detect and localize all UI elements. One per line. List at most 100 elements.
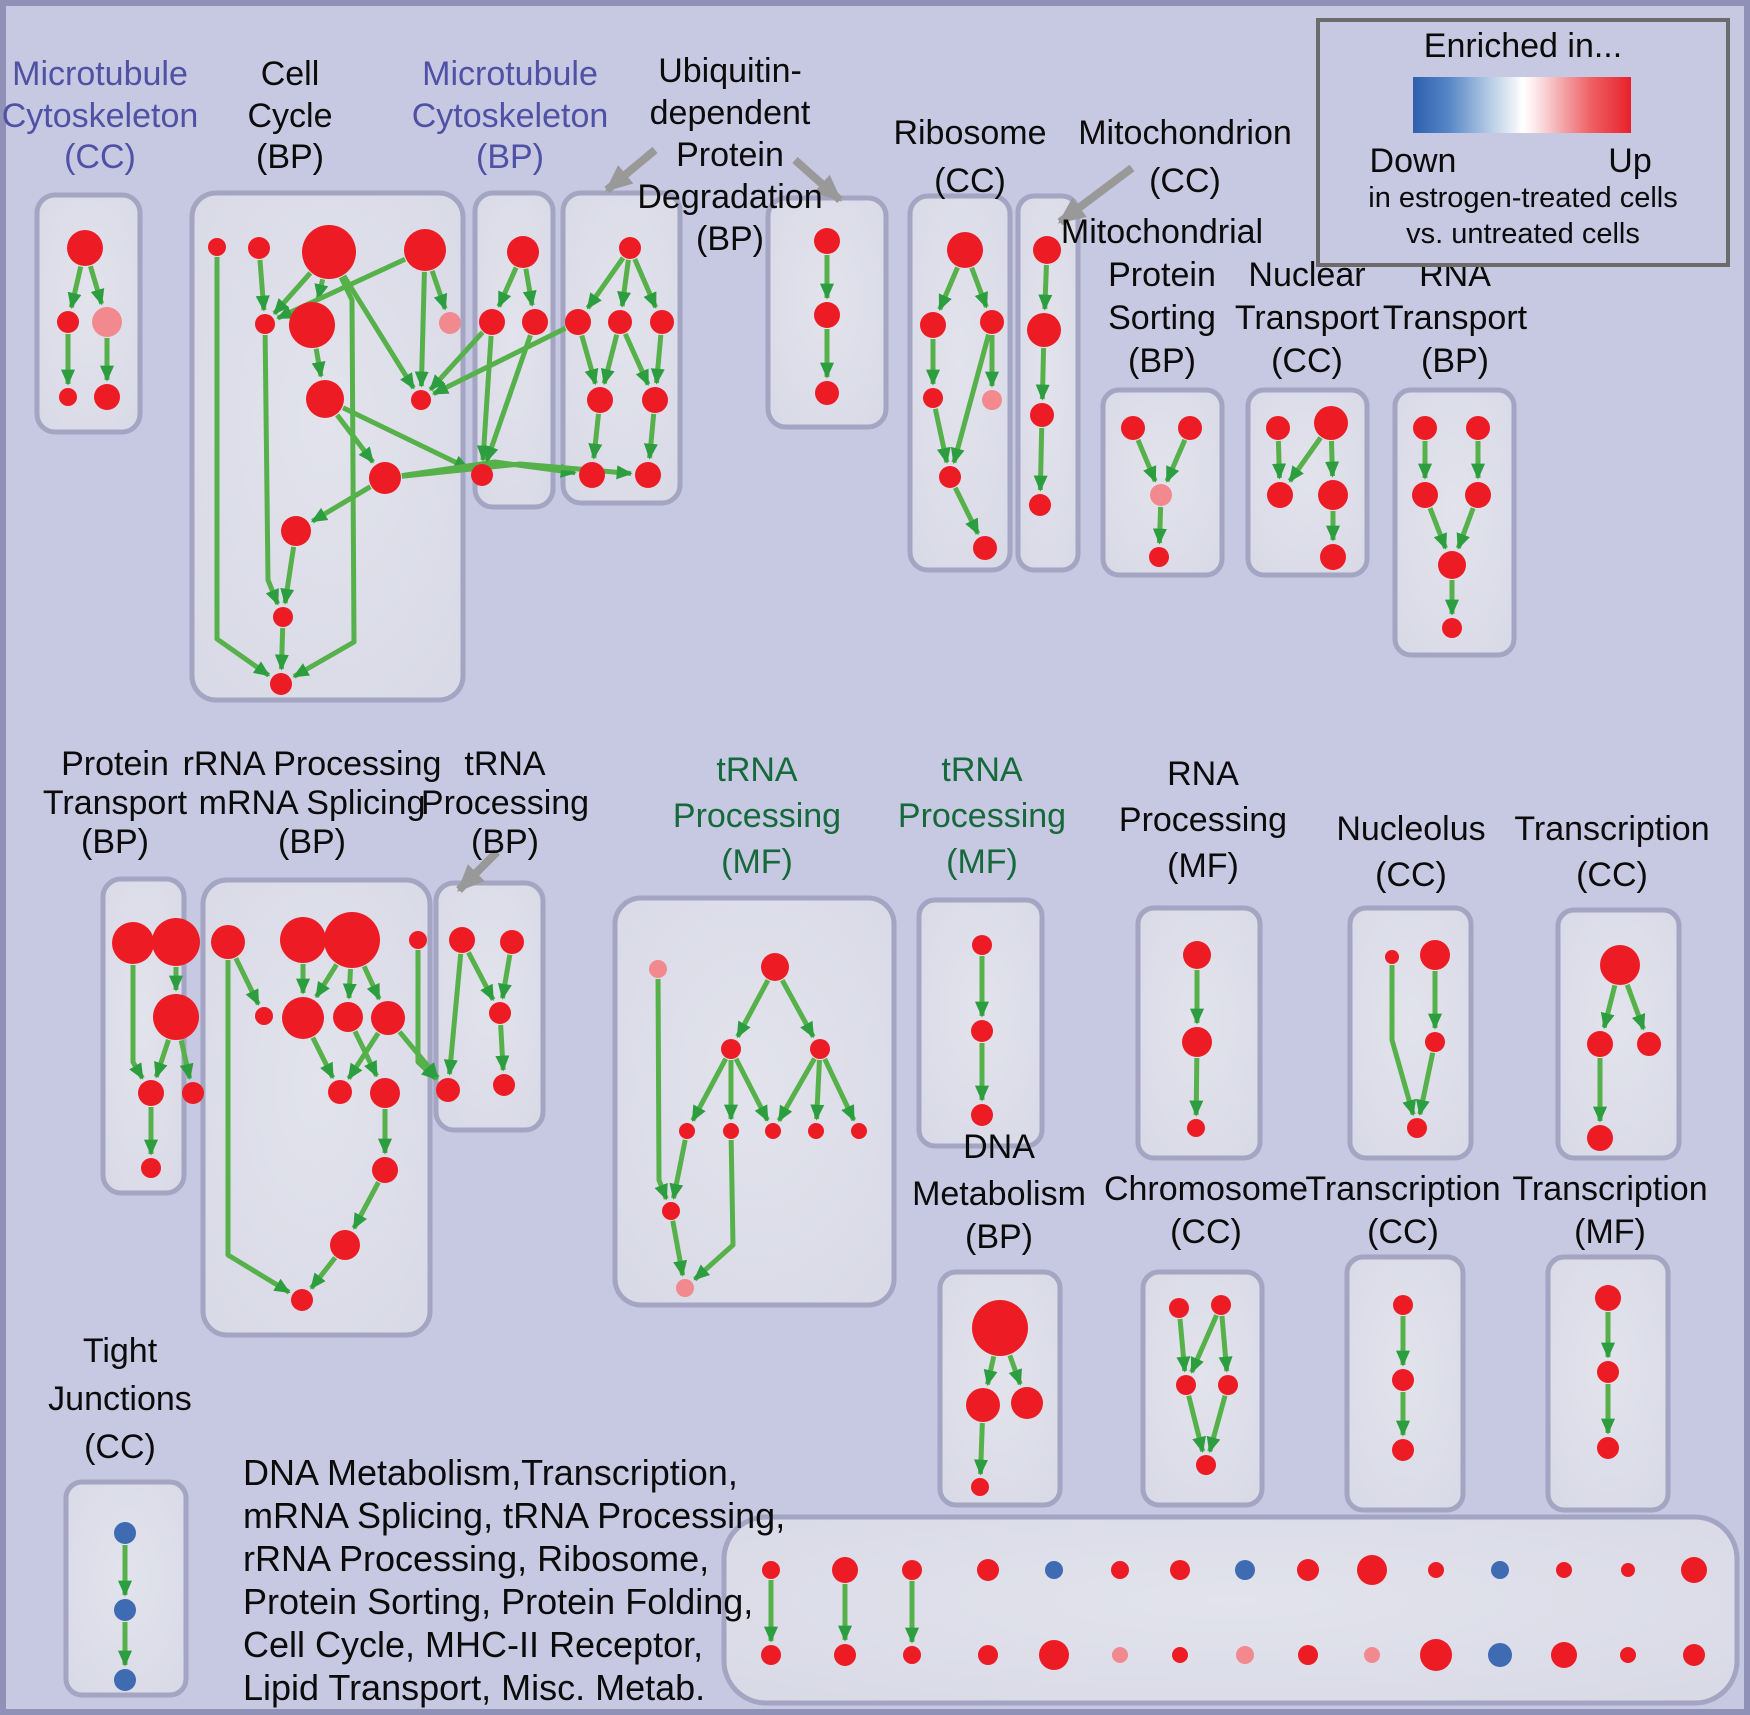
- go-term-node-tb1: [449, 927, 475, 953]
- go-term-node-rt1: [1413, 416, 1437, 440]
- edge-ua2-ua5: [579, 334, 599, 386]
- go-term-node-cc12: [273, 607, 293, 627]
- edge-ms1-ms3: [1135, 439, 1158, 483]
- edge-ms2-ms3: [1164, 438, 1188, 483]
- group-box-microtubule-bp: [472, 190, 556, 510]
- go-term-node-rr_f1: [291, 1289, 313, 1311]
- bottom-panel-node-bottom-6: [1172, 1647, 1188, 1663]
- label-dna-metabolism-line-1: Metabolism: [912, 1175, 1086, 1213]
- go-term-node-ua2: [565, 309, 591, 335]
- edge-nt2-nt3: [1287, 436, 1323, 483]
- go-term-node-cc1: [208, 238, 226, 256]
- go-term-node-pt6: [141, 1158, 161, 1178]
- go-term-node-rr_b0: [255, 1007, 273, 1025]
- edge-rr_a1-rr_b0: [233, 957, 261, 1006]
- edge-rr_a3-rr_b1: [314, 963, 339, 999]
- label-ribosome-line-1: (CC): [934, 162, 1006, 200]
- bottom-panel-node-top-1: [832, 1557, 858, 1583]
- go-term-node-nl2: [1420, 940, 1450, 970]
- edge-cc11-cc12: [280, 546, 297, 605]
- edge-tm5-tm10: [669, 1139, 688, 1200]
- go-term-node-tmf1: [1595, 1285, 1621, 1311]
- label-dna-metabolism-line-2: (BP): [965, 1218, 1033, 1256]
- label-transcription-cc-upper-line-1: (CC): [1576, 856, 1648, 894]
- legend-gradient-bar: [1413, 77, 1631, 133]
- go-term-node-mtc4: [59, 388, 77, 406]
- edge-dm1-dm3: [1007, 1354, 1023, 1386]
- go-term-node-nt1: [1266, 416, 1290, 440]
- go-term-node-pt4: [138, 1080, 164, 1106]
- label-mitochondrion-line-0: Mitochondrion: [1078, 114, 1292, 152]
- edge-cc10-cc11: [310, 484, 372, 524]
- bottom-panel-node-top-3: [977, 1559, 999, 1581]
- go-term-node-tm7: [765, 1123, 781, 1139]
- go-term-node-pt2: [152, 918, 200, 966]
- edge-cc1-cc13: [214, 257, 271, 678]
- bottom-panel-node-top-11: [1491, 1561, 1509, 1579]
- go-term-node-nt3: [1267, 482, 1293, 508]
- edge-rr_e1-rr_f1: [309, 1256, 338, 1290]
- edge-mtc1-mtc2: [67, 265, 84, 309]
- group-box-trna-processing-mf-1: [612, 895, 897, 1308]
- edge-tm3-tm7: [733, 1057, 770, 1122]
- edge-ua1-ua4: [632, 258, 658, 309]
- legend-box: [1316, 18, 1730, 267]
- go-term-node-tm2: [761, 953, 789, 981]
- edge-tm1-tm10: [654, 978, 669, 1201]
- go-term-node-tn3: [971, 1104, 993, 1126]
- label-ubiquitin-line-2: Protein: [676, 136, 784, 174]
- go-term-node-rr_a3: [324, 912, 380, 968]
- edge-rr_a3-rr_b2: [342, 968, 357, 1000]
- go-term-node-tmf3: [1597, 1437, 1619, 1459]
- edge-rr_b2-rr_c2: [352, 1030, 379, 1078]
- edge-cc3-cc6: [314, 278, 329, 301]
- edge-pt1-pt4: [129, 965, 145, 1080]
- label-microtubule-cc-line-1: Cytoskeleton: [2, 97, 199, 135]
- go-term-node-mtc2: [57, 311, 79, 333]
- group-box-nucleolus-cc: [1347, 905, 1474, 1161]
- group-box-shared-terms: [721, 1514, 1740, 1706]
- go-term-node-nt4: [1318, 480, 1348, 510]
- bottom-panel-node-top-6: [1170, 1560, 1190, 1580]
- bottom-panel-node-top-12: [1556, 1562, 1572, 1578]
- group-box-ribosome-cc: [907, 193, 1013, 573]
- go-term-node-pt1: [112, 922, 154, 964]
- go-term-node-rr_c2: [370, 1078, 400, 1108]
- go-term-node-mc3: [1030, 403, 1054, 427]
- edge-cc5-cc12: [262, 334, 281, 606]
- bottom-panel-node-bottom-5: [1112, 1647, 1128, 1663]
- go-term-node-cc8: [306, 380, 344, 418]
- edge-cc2-cc5: [255, 259, 270, 312]
- group-box-rna-transport-bp: [1392, 387, 1517, 658]
- label-mito-sorting-line-0: Mitochondrial: [1061, 213, 1263, 251]
- edge-ms3-ms4: [1152, 506, 1167, 545]
- go-term-node-rt6: [1442, 618, 1462, 638]
- go-term-node-tm10: [662, 1202, 680, 1220]
- bottom-panel-node-bottom-3: [978, 1645, 998, 1665]
- edge-cc3-cc9: [341, 274, 416, 390]
- label-trna-mf-1-line-1: Processing: [673, 797, 841, 835]
- edge-ua6-ua8: [643, 413, 658, 460]
- go-term-node-rr_d1: [372, 1157, 398, 1183]
- edge-tm3-tm5: [690, 1057, 729, 1122]
- edge-cc4-cc7: [429, 270, 448, 311]
- label-transcription-cc-upper-line-0: Transcription: [1514, 810, 1709, 848]
- go-term-node-dm1: [972, 1300, 1028, 1356]
- go-term-node-nl4: [1407, 1118, 1427, 1138]
- label-rna-transport-line-2: (BP): [1421, 342, 1489, 380]
- go-term-node-mb1: [507, 236, 539, 268]
- go-term-node-ua7: [579, 462, 605, 488]
- go-term-node-tm6: [723, 1123, 739, 1139]
- edge-mb1-mb2: [496, 266, 519, 308]
- go-term-node-mtc1: [67, 230, 103, 266]
- label-transcription-cc-lower-line-0: Transcription: [1305, 1170, 1500, 1208]
- go-term-node-tj2: [114, 1599, 136, 1621]
- go-term-node-rb5: [982, 390, 1002, 410]
- label-microtubule-bp-line-2: (BP): [476, 138, 544, 176]
- label-tight-junctions-line-0: Tight: [83, 1332, 158, 1370]
- go-term-node-cc2: [248, 237, 270, 259]
- go-term-node-ua1: [619, 237, 641, 259]
- label-ubiquitin-line-4: (BP): [696, 220, 764, 258]
